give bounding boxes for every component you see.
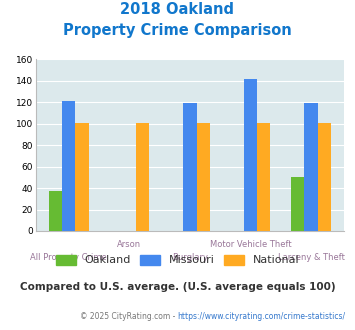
Legend: Oakland, Missouri, National: Oakland, Missouri, National — [56, 255, 299, 265]
Bar — [318, 123, 331, 231]
Text: All Property Crime: All Property Crime — [31, 253, 107, 262]
Text: Motor Vehicle Theft: Motor Vehicle Theft — [210, 240, 291, 248]
Text: © 2025 CityRating.com -: © 2025 CityRating.com - — [80, 312, 178, 321]
Bar — [183, 103, 197, 231]
Bar — [49, 191, 62, 231]
Bar — [76, 123, 89, 231]
Text: Compared to U.S. average. (U.S. average equals 100): Compared to U.S. average. (U.S. average … — [20, 282, 335, 292]
Bar — [257, 123, 271, 231]
Text: Burglary: Burglary — [172, 253, 208, 262]
Bar — [62, 101, 76, 231]
Text: https://www.cityrating.com/crime-statistics/: https://www.cityrating.com/crime-statist… — [178, 312, 346, 321]
Bar — [291, 178, 304, 231]
Text: Larceny & Theft: Larceny & Theft — [278, 253, 344, 262]
Bar — [304, 103, 318, 231]
Text: Arson: Arson — [117, 240, 141, 248]
Text: 2018 Oakland: 2018 Oakland — [120, 2, 235, 16]
Text: Property Crime Comparison: Property Crime Comparison — [63, 23, 292, 38]
Bar — [244, 79, 257, 231]
Bar — [136, 123, 149, 231]
Bar — [197, 123, 210, 231]
